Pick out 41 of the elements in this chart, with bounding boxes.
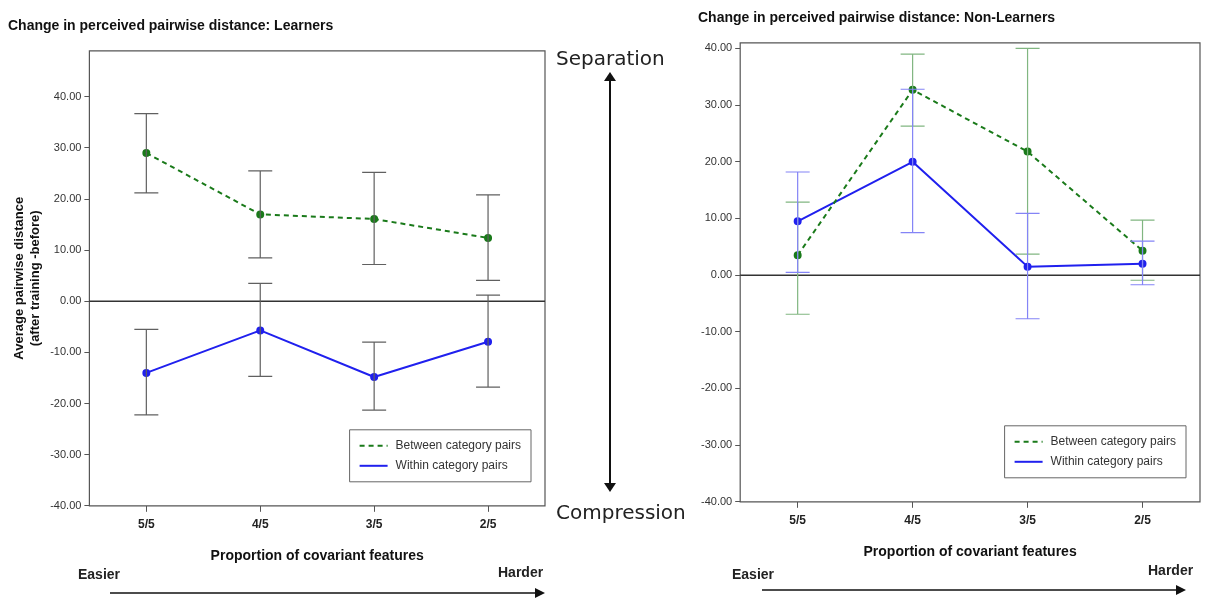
x-tick-label: 2/5 xyxy=(1134,513,1152,528)
x-tick-label: 5/5 xyxy=(138,517,156,532)
x-tick-label: 5/5 xyxy=(789,513,807,528)
y-tick-label: 10.00 xyxy=(704,211,733,224)
y-tick-label: 30.00 xyxy=(704,98,733,111)
y-tick-label: -30.00 xyxy=(50,447,82,460)
x-tick-label: 3/5 xyxy=(365,517,383,532)
legend-label: Within category pairs xyxy=(395,458,508,473)
y-tick-label: 30.00 xyxy=(53,140,82,153)
y-axis-title: Average pairwise distance (after training -before) xyxy=(11,196,42,360)
text: Harder xyxy=(1148,562,1194,578)
x-tick-label: 4/5 xyxy=(904,513,922,528)
y-tick-label: 0.00 xyxy=(59,294,82,307)
text: Harder xyxy=(498,564,544,580)
y-tick-label: 20.00 xyxy=(704,154,733,167)
x-axis-title: Proportion of covariant features xyxy=(863,543,1077,560)
y-tick-label: 40.00 xyxy=(53,89,82,102)
y-tick-label: -20.00 xyxy=(50,396,82,409)
legend-label: Between category pairs xyxy=(1050,434,1176,449)
y-tick-label: 0.00 xyxy=(710,268,733,281)
y-tick-label: 10.00 xyxy=(53,243,82,256)
y-tick-label: -30.00 xyxy=(700,438,733,451)
y-tick-label: -10.00 xyxy=(700,324,733,337)
text: Easier xyxy=(78,566,121,582)
text: Compression xyxy=(556,500,686,524)
x-tick-label: 3/5 xyxy=(1019,513,1037,528)
y-tick-label: -40.00 xyxy=(700,494,733,507)
text: Separation xyxy=(556,46,665,70)
y-tick-label: -10.00 xyxy=(50,345,82,358)
legend-label: Between category pairs xyxy=(395,438,521,453)
y-tick-label: 20.00 xyxy=(53,192,82,205)
y-tick-label: 40.00 xyxy=(704,41,733,54)
chart-title: Change in perceived pairwise distance: Non-Learners xyxy=(698,9,1056,26)
x-axis-title: Proportion of covariant features xyxy=(210,547,424,564)
legend-label: Within category pairs xyxy=(1050,454,1163,469)
text: Easier xyxy=(732,566,775,582)
y-tick-label: -40.00 xyxy=(50,498,82,511)
x-tick-label: 4/5 xyxy=(251,517,269,532)
x-tick-label: 2/5 xyxy=(479,517,497,532)
chart-title: Change in perceived pairwise distance: Learners xyxy=(8,17,334,34)
y-tick-label: -20.00 xyxy=(700,381,733,394)
